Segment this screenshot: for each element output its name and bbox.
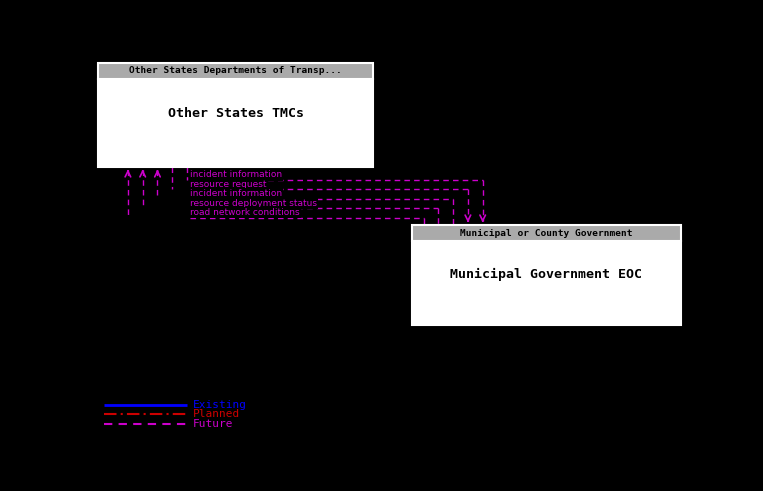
Text: resource deployment status: resource deployment status [190,198,317,208]
Text: resource request: resource request [190,180,266,189]
Bar [98,63,373,79]
Text: Other States TMCs: Other States TMCs [168,108,304,120]
Text: incident information: incident information [190,170,282,179]
Text: Other States Departments of Transp...: Other States Departments of Transp... [130,66,342,75]
Text: Existing: Existing [193,400,247,410]
Bar [98,79,373,166]
Bar [412,241,681,326]
Text: Municipal or County Government: Municipal or County Government [460,229,633,238]
Text: Planned: Planned [193,409,240,419]
Bar [412,225,681,241]
Text: incident information: incident information [190,189,282,198]
Text: road network conditions: road network conditions [190,208,300,217]
Text: Future: Future [193,419,233,429]
Text: Municipal Government EOC: Municipal Government EOC [450,269,642,281]
